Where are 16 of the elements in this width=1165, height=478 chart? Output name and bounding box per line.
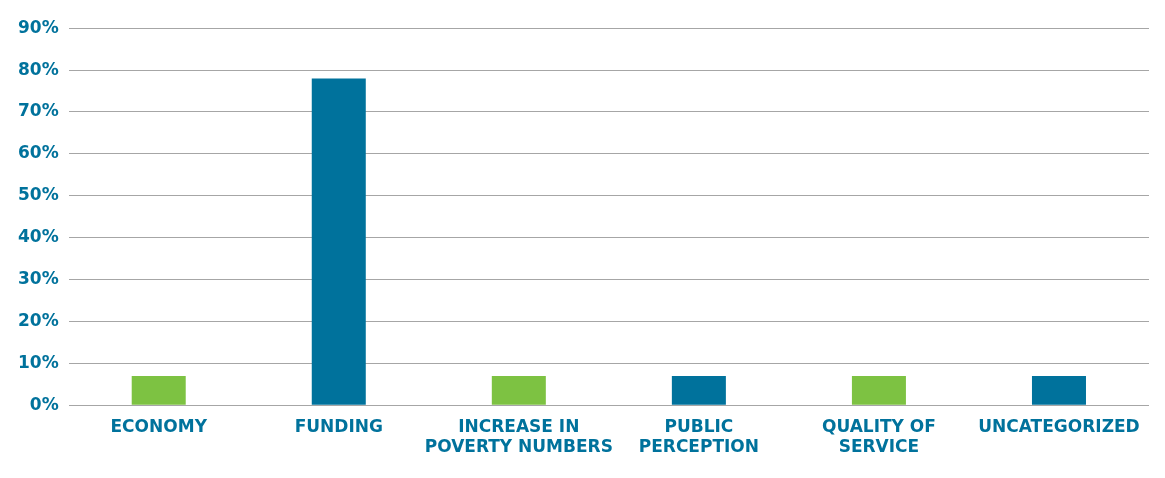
x-tick-label: UNCATEGORIZED	[978, 415, 1140, 436]
y-tick-label: 90%	[17, 16, 59, 37]
x-tick-label: ECONOMY	[110, 415, 208, 436]
x-tick-label: PUBLIC PERCEPTION	[638, 415, 760, 457]
y-tick-label: 0%	[29, 393, 59, 414]
y-tick-label: 20%	[17, 309, 59, 330]
y-tick-label: 80%	[17, 58, 59, 79]
x-tick-label: QUALITY OF SERVICE	[821, 415, 936, 457]
y-tick-label: 60%	[17, 142, 59, 163]
y-tick-label: 30%	[17, 267, 59, 288]
y-tick-label: 50%	[17, 184, 59, 205]
y-tick-label: 10%	[17, 351, 59, 372]
x-tick-label: INCREASE IN POVERTY NUMBERS	[424, 415, 613, 457]
y-tick-label: 40%	[17, 226, 59, 247]
x-tick-label: FUNDING	[294, 415, 383, 436]
y-tick-label: 70%	[17, 100, 59, 121]
